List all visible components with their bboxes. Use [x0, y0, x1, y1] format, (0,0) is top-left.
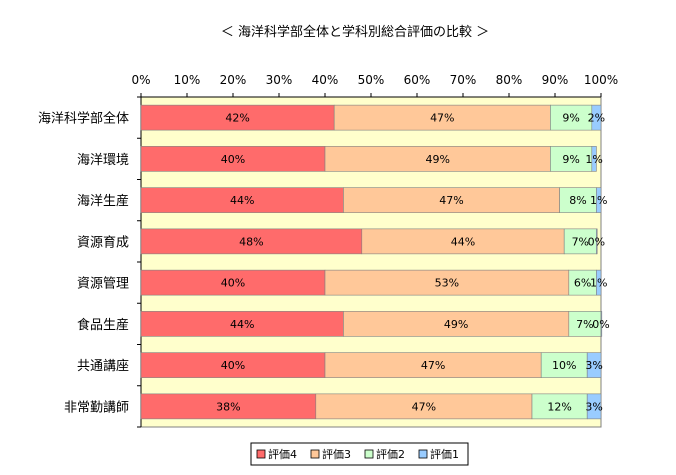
bar-segment: [559, 187, 597, 213]
bar-segment: [586, 393, 602, 420]
bar-segment: [540, 352, 588, 378]
data-label: 0%: [588, 235, 605, 248]
bar-segment: [550, 104, 593, 131]
data-label: 44%: [230, 194, 254, 207]
data-label: 48%: [239, 235, 263, 248]
data-label: 6%: [574, 277, 591, 290]
data-label: 53%: [435, 277, 459, 290]
bar-segment: [324, 352, 542, 378]
bar-segment: [596, 228, 598, 255]
data-label: 3%: [585, 400, 602, 413]
data-label: 38%: [216, 400, 240, 413]
bar-segment: [591, 104, 602, 131]
bar-segment: [343, 311, 570, 337]
x-tick-label: 70%: [450, 73, 477, 87]
x-tick-label: 40%: [312, 73, 339, 87]
bar-segment: [568, 269, 597, 296]
bar-segment: [140, 352, 326, 378]
bar-segment: [140, 104, 335, 131]
data-label: 1%: [590, 194, 607, 207]
legend-label: 評価2: [376, 447, 405, 461]
data-label: 49%: [444, 318, 468, 331]
bar-segment: [600, 311, 603, 337]
data-label: 7%: [576, 318, 593, 331]
data-label: 40%: [221, 153, 245, 166]
category-label: 資源管理: [77, 277, 129, 292]
category-label: 食品生産: [77, 317, 129, 333]
data-label: 0%: [592, 318, 609, 331]
data-label: 8%: [569, 194, 586, 207]
bar-segment: [140, 146, 326, 172]
bar-segment: [343, 187, 560, 213]
x-tick-label: 50%: [358, 73, 385, 87]
x-tick-label: 0%: [131, 73, 150, 87]
bar-segment: [596, 269, 602, 296]
data-label: 49%: [425, 153, 449, 166]
plot-area: 0% 10% 20% 30% 40% 50% 60% 70% 80% 90% 100% 海洋科学部全体…: [38, 73, 618, 428]
bar-segment: [586, 352, 602, 378]
data-label: 44%: [451, 235, 475, 248]
bar-segment: [140, 269, 326, 296]
data-label: 47%: [439, 194, 463, 207]
x-tick-label: 90%: [542, 73, 569, 87]
bar-segment: [361, 228, 565, 255]
x-tick-label: 100%: [584, 73, 618, 87]
bar-segment: [324, 269, 570, 296]
data-label: 1%: [585, 153, 602, 166]
bar-segment: [563, 228, 597, 255]
bar-segment: [531, 393, 588, 420]
x-tick-label: 30%: [266, 73, 293, 87]
x-tick-label: 20%: [220, 73, 247, 87]
data-label: 40%: [221, 277, 245, 290]
x-tick-label: 60%: [404, 73, 431, 87]
legend-swatch: [418, 449, 428, 459]
legend-swatch: [256, 449, 266, 459]
data-label: 47%: [421, 359, 445, 372]
data-label: 40%: [221, 359, 245, 372]
bar-segment: [140, 228, 363, 255]
data-label: 2%: [588, 112, 605, 125]
data-label: 47%: [430, 112, 454, 125]
bar-segment: [591, 146, 597, 172]
category-label: 海洋生産: [77, 193, 129, 209]
data-label: 9%: [562, 153, 579, 166]
category-label: 資源育成: [77, 234, 129, 250]
category-label: 共通講座: [77, 358, 129, 374]
bar-segment: [333, 104, 551, 131]
x-tick-label: 10%: [174, 73, 201, 87]
bar-segment: [550, 146, 593, 172]
legend-label: 評価1: [430, 447, 459, 461]
legend: 評価4 評価3 評価2 評価1: [250, 442, 469, 466]
bar-segment: [596, 187, 602, 213]
data-label: 1%: [590, 277, 607, 290]
legend-swatch: [310, 449, 320, 459]
data-label: 44%: [230, 318, 254, 331]
data-label: 7%: [572, 235, 589, 248]
data-label: 42%: [225, 112, 249, 125]
legend-box: [250, 442, 469, 466]
data-label: 12%: [547, 400, 571, 413]
x-tick-label: 80%: [496, 73, 523, 87]
data-label: 47%: [412, 400, 436, 413]
bar-segment: [140, 187, 344, 213]
data-label: 9%: [562, 112, 579, 125]
category-label: 海洋科学部全体: [38, 111, 129, 127]
chart-title: ＜ 海洋科学部全体と学科別総合評価の比較 ＞: [221, 24, 489, 40]
data-label: 10%: [552, 359, 576, 372]
legend-swatch: [364, 449, 374, 459]
category-label: 海洋環境: [77, 153, 129, 168]
bar-segment: [324, 146, 551, 172]
category-label: 非常勤講師: [64, 399, 129, 415]
bar-segment: [315, 393, 533, 420]
legend-label: 評価3: [322, 447, 351, 461]
data-label: 3%: [585, 359, 602, 372]
legend-label: 評価4: [268, 447, 297, 461]
